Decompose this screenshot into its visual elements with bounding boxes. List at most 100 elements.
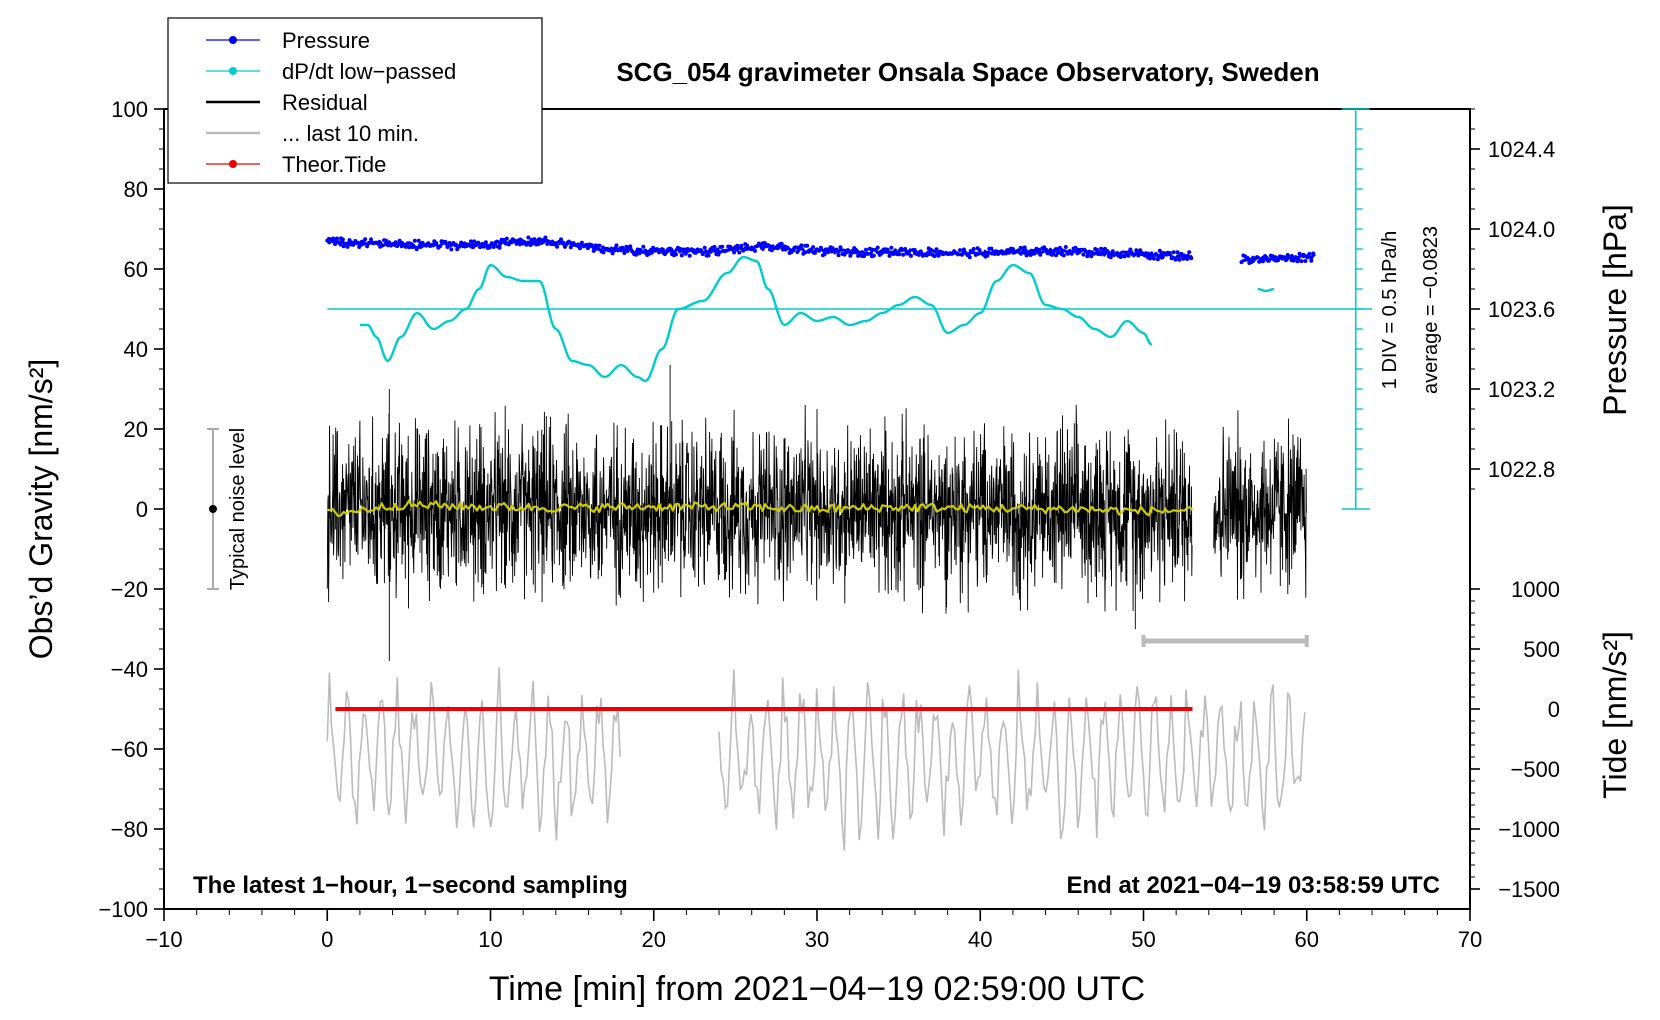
pressure-point bbox=[333, 242, 338, 246]
pressure-point bbox=[1091, 251, 1096, 256]
pressure-point bbox=[679, 253, 684, 258]
pressure-point bbox=[1261, 259, 1265, 264]
axis-ticks: −10 0 10 20 30 40 50 60 70100806040200−20−40−60−… bbox=[98, 97, 1560, 952]
pressure-point bbox=[1104, 250, 1109, 255]
pressure-point bbox=[568, 245, 573, 250]
pressure-point bbox=[685, 247, 690, 251]
pressure-point bbox=[1148, 256, 1152, 261]
x-tick-label: 0 bbox=[321, 927, 333, 952]
pressure-point bbox=[1243, 254, 1248, 259]
pressure-point bbox=[553, 241, 558, 246]
pressure-point bbox=[1177, 257, 1182, 262]
pressure-point bbox=[472, 239, 477, 244]
pressure-point bbox=[518, 237, 523, 242]
pressure-point bbox=[1128, 247, 1133, 252]
y-tick-label: −80 bbox=[111, 817, 148, 842]
pressure-point bbox=[871, 253, 876, 258]
pressure-point bbox=[468, 239, 473, 244]
pressure-point bbox=[989, 246, 994, 251]
pressure-point bbox=[1069, 251, 1074, 256]
pressure-point bbox=[745, 243, 750, 248]
legend-label: Residual bbox=[282, 90, 368, 115]
tide-tick-label: 0 bbox=[1548, 697, 1560, 722]
pressure-point bbox=[916, 252, 921, 257]
pressure-point bbox=[576, 242, 580, 247]
pressure-point bbox=[1266, 258, 1271, 263]
legend-label: ... last 10 min. bbox=[282, 121, 419, 146]
pressure-point bbox=[655, 247, 659, 252]
y-tick-label: 60 bbox=[124, 257, 148, 282]
pressure-point bbox=[384, 238, 388, 243]
pressure-point bbox=[376, 241, 381, 246]
pressure-point bbox=[449, 247, 454, 252]
pressure-point bbox=[434, 241, 439, 246]
pressure-point bbox=[628, 244, 633, 249]
pressure-point bbox=[1007, 250, 1011, 255]
annotation-sampling: The latest 1−hour, 1−second sampling bbox=[193, 872, 628, 899]
pressure-point bbox=[834, 247, 839, 252]
pressure-point bbox=[799, 243, 804, 248]
pressure-point bbox=[331, 236, 336, 241]
pressure-point bbox=[732, 250, 737, 255]
pressure-point bbox=[1022, 245, 1027, 250]
pressure-point bbox=[1283, 258, 1288, 263]
pressure-point bbox=[1083, 249, 1088, 254]
pressure-point bbox=[1295, 259, 1300, 264]
legend-box bbox=[167, 17, 543, 184]
pressure-point bbox=[561, 240, 565, 245]
pressure-point bbox=[418, 245, 423, 249]
pressure-point bbox=[351, 242, 356, 247]
pressure-point bbox=[438, 244, 443, 249]
pressure-point bbox=[555, 244, 560, 249]
x-tick-label: 70 bbox=[1458, 927, 1482, 952]
pressure-point bbox=[1287, 255, 1292, 260]
last-10-min-line bbox=[718, 669, 1306, 851]
pressure-point bbox=[1311, 251, 1316, 256]
pressure-point bbox=[445, 245, 450, 249]
pressure-point bbox=[766, 243, 770, 248]
pressure-point bbox=[337, 240, 341, 245]
pressure-point bbox=[1073, 245, 1078, 250]
pressure-point bbox=[961, 247, 966, 252]
pressure-point bbox=[846, 248, 851, 253]
pressure-point bbox=[1305, 255, 1310, 260]
chart-title: SCG_054 gravimeter Onsala Space Observat… bbox=[616, 57, 1319, 87]
pressure-point bbox=[1159, 255, 1164, 260]
y-tick-label: −20 bbox=[111, 577, 148, 602]
pressure-point bbox=[1276, 258, 1280, 263]
pressure-point bbox=[524, 242, 529, 247]
pressure-point bbox=[585, 246, 590, 251]
pressure-point bbox=[865, 251, 870, 256]
pressure-point bbox=[647, 251, 652, 256]
pressure-point bbox=[1245, 257, 1250, 262]
legend-label: dP/dt low−passed bbox=[282, 59, 456, 84]
pressure-point bbox=[1179, 251, 1184, 256]
legend-swatch-dot bbox=[229, 160, 237, 168]
pressure-point bbox=[395, 242, 400, 247]
pressure-point bbox=[674, 252, 678, 257]
pressure-point bbox=[739, 243, 744, 248]
pressure-point bbox=[537, 237, 542, 242]
pressure-point bbox=[1057, 245, 1062, 250]
legend-swatch-dot bbox=[229, 67, 237, 75]
pressure-point bbox=[903, 247, 908, 251]
pressure-point bbox=[503, 240, 508, 245]
pressure-point bbox=[365, 244, 370, 249]
pressure-point bbox=[967, 255, 972, 260]
pressure-point bbox=[512, 238, 517, 243]
pressure-point bbox=[1144, 251, 1149, 256]
pressure-point bbox=[779, 241, 784, 246]
legend: Pressure dP/dt low−passed Residual ... last… bbox=[167, 17, 543, 184]
tide-tick-label: 500 bbox=[1523, 637, 1560, 662]
pressure-point bbox=[579, 240, 584, 245]
pressure-point bbox=[566, 239, 571, 244]
pressure-point bbox=[476, 240, 481, 245]
pressure-point bbox=[482, 244, 486, 249]
annotation-average: average = −0.0823 bbox=[1420, 226, 1442, 394]
pressure-point bbox=[699, 249, 704, 253]
pressure-point bbox=[591, 248, 596, 253]
pressure-point bbox=[1281, 255, 1286, 260]
pressure-point bbox=[343, 241, 348, 246]
pressure-point bbox=[848, 253, 853, 258]
pressure-point bbox=[1056, 251, 1060, 255]
